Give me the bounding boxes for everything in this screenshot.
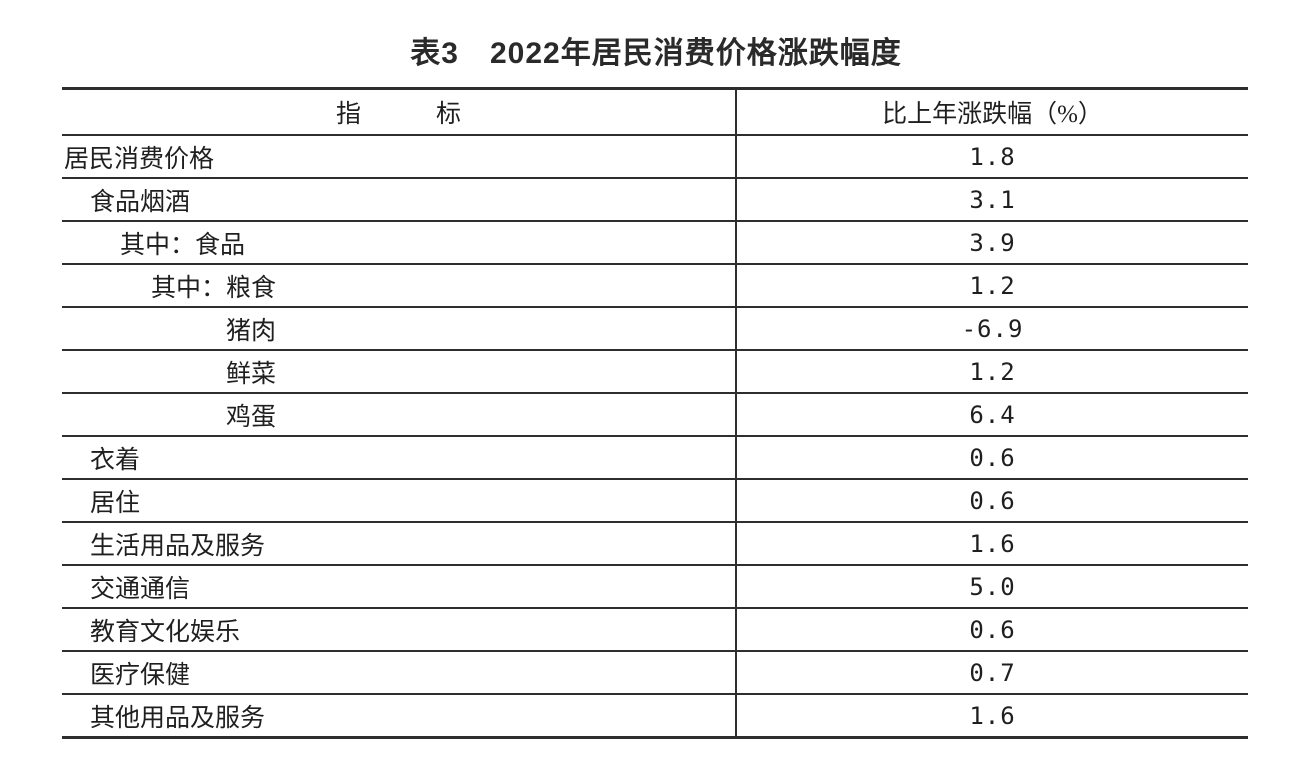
- cpi-table: 指 标 比上年涨跌幅（%） 居民消费价格 1.8 食品烟酒 3.1 其中：食品 3.9 其中…: [62, 87, 1248, 739]
- value-cell: 3.1: [736, 178, 1248, 222]
- indicator-label: 医疗保健: [62, 651, 737, 695]
- value-cell: 0.6: [736, 608, 1248, 652]
- indicator-label: 生活用品及服务: [62, 522, 737, 566]
- table-row: 医疗保健 0.7: [62, 651, 1248, 695]
- table-header: 指 标 比上年涨跌幅（%）: [62, 88, 1248, 136]
- table-row: 生活用品及服务 1.6: [62, 522, 1248, 566]
- value-cell: -6.9: [736, 307, 1248, 351]
- value-cell: 1.6: [736, 522, 1248, 566]
- indicator-label: 居住: [62, 479, 737, 523]
- indicator-label: 居民消费价格: [62, 135, 737, 179]
- value-cell: 0.6: [736, 479, 1248, 523]
- indicator-label: 鲜菜: [62, 350, 737, 394]
- indicator-label: 其中：粮食: [62, 264, 737, 308]
- table-row: 猪肉 -6.9: [62, 307, 1248, 351]
- header-cell-indicator: 指 标: [62, 88, 737, 136]
- table-row: 其他用品及服务 1.6: [62, 694, 1248, 738]
- table-row: 居民消费价格 1.8: [62, 135, 1248, 179]
- value-cell: 6.4: [736, 393, 1248, 437]
- table-row: 居住 0.6: [62, 479, 1248, 523]
- indicator-label: 鸡蛋: [62, 393, 737, 437]
- table-row: 鲜菜 1.2: [62, 350, 1248, 394]
- indicator-label: 其他用品及服务: [62, 694, 737, 738]
- table-row: 鸡蛋 6.4: [62, 393, 1248, 437]
- table-row: 教育文化娱乐 0.6: [62, 608, 1248, 652]
- table-row: 交通通信 5.0: [62, 565, 1248, 609]
- indicator-label: 衣着: [62, 436, 737, 480]
- value-cell: 0.7: [736, 651, 1248, 695]
- table-row: 其中：食品 3.9: [62, 221, 1248, 265]
- value-cell: 3.9: [736, 221, 1248, 265]
- indicator-label: 交通通信: [62, 565, 737, 609]
- value-cell: 1.2: [736, 350, 1248, 394]
- indicator-label: 猪肉: [62, 307, 737, 351]
- value-cell: 1.6: [969, 701, 1016, 730]
- table-row: 食品烟酒 3.1: [62, 178, 1248, 222]
- header-cell-value: 比上年涨跌幅（%）: [736, 88, 1248, 136]
- table-row: 其中：粮食 1.2: [62, 264, 1248, 308]
- value-cell: 1.8: [736, 135, 1248, 179]
- indicator-label: 教育文化娱乐: [62, 608, 737, 652]
- value-cell: 5.0: [736, 565, 1248, 609]
- table-body: 居民消费价格 1.8 食品烟酒 3.1 其中：食品 3.9 其中：粮食 1.2 猪肉 -6.9 鲜菜…: [62, 135, 1248, 738]
- table-title: 表3 2022年居民消费价格涨跌幅度: [410, 37, 902, 70]
- table-row: 衣着 0.6: [62, 436, 1248, 480]
- value-cell: 0.6: [736, 436, 1248, 480]
- indicator-label: 食品烟酒: [62, 178, 737, 222]
- indicator-label: 其中：食品: [62, 221, 737, 265]
- value-cell: 1.2: [736, 264, 1248, 308]
- header-row: 指 标 比上年涨跌幅（%）: [62, 88, 1248, 136]
